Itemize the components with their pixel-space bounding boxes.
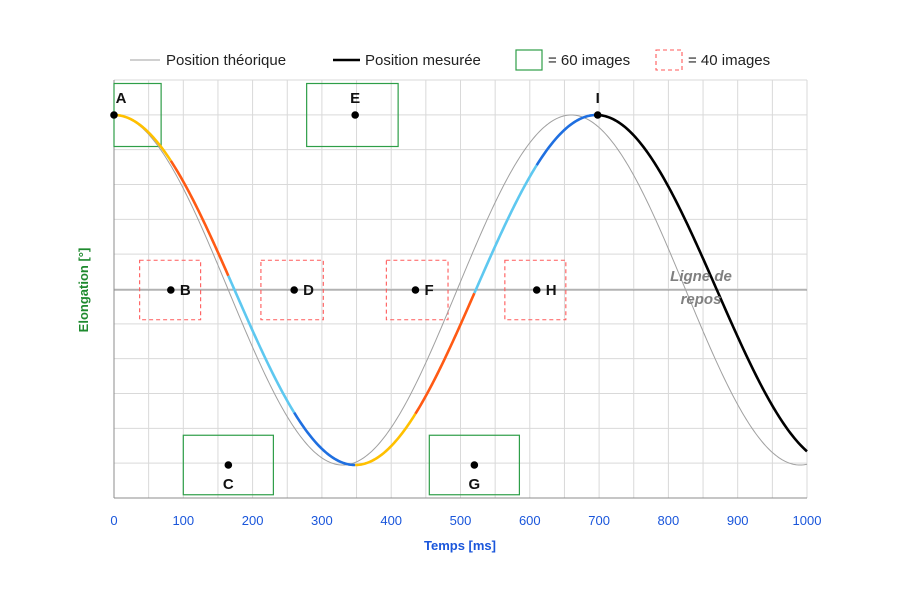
point-label-G: G <box>469 476 481 493</box>
series-line-measured-F-G <box>414 292 476 415</box>
frame-box-60 <box>306 82 399 148</box>
x-tick-label: 600 <box>519 513 541 528</box>
x-tick-label: 700 <box>588 513 610 528</box>
x-tick-label: 400 <box>380 513 402 528</box>
point-label-I: I <box>596 90 600 107</box>
x-tick-label: 500 <box>450 513 472 528</box>
rest-line-label-2: repos <box>681 291 722 308</box>
legend-item: = 60 images <box>515 49 630 71</box>
frame-box-60 <box>182 434 274 496</box>
series-line-measured-B-C <box>169 160 230 277</box>
frame-box-60 <box>428 434 521 496</box>
series-line-measured-G-H <box>473 164 538 294</box>
legend-label: Position théorique <box>166 52 286 69</box>
legend-item: Position théorique <box>130 52 286 69</box>
legend-item: Position mesurée <box>333 52 481 69</box>
point-C <box>224 461 233 469</box>
x-tick-label: 1000 <box>793 513 822 528</box>
point-E <box>351 111 359 119</box>
x-tick-labels: 0 100 200 300 400 500 600 700 800 900 1000 <box>110 513 821 528</box>
point-H <box>532 286 541 294</box>
legend-label: = 60 images <box>548 52 630 69</box>
frame-box-40 <box>139 259 202 321</box>
point-D <box>290 286 298 294</box>
legend-label: Position mesurée <box>365 52 481 69</box>
point-label-D: D <box>303 282 314 299</box>
rest-line-label-1: Ligne de <box>670 268 732 285</box>
point-I <box>593 111 602 119</box>
series-line-theoretical <box>113 114 808 466</box>
x-axis-title: Temps [ms] <box>424 538 496 553</box>
legend-swatch-40 <box>655 49 683 71</box>
frame-box-40 <box>385 259 449 321</box>
series-line-measured-E-F <box>355 413 417 467</box>
labeled-points: A B C D E F G H I <box>110 90 602 493</box>
y-axis-title: Elongation [°] <box>76 248 91 333</box>
x-tick-label: 0 <box>110 513 117 528</box>
point-A <box>110 111 118 119</box>
series-line-measured-C-D <box>227 275 296 414</box>
point-label-B: B <box>180 282 191 299</box>
point-label-H: H <box>546 282 557 299</box>
point-label-E: E <box>350 90 360 107</box>
point-G <box>470 461 479 469</box>
x-tick-label: 900 <box>727 513 749 528</box>
series-lines <box>113 113 808 467</box>
frame-box-40 <box>260 259 324 321</box>
point-label-A: A <box>116 90 127 107</box>
legend-label: = 40 images <box>688 52 770 69</box>
grid <box>113 79 808 499</box>
point-label-F: F <box>424 282 433 299</box>
series-line-measured-I-end <box>597 113 808 453</box>
legend-item: = 40 images <box>655 49 770 71</box>
series-line-measured-A-B <box>113 113 172 162</box>
point-B <box>167 286 175 294</box>
legend-swatch-60 <box>515 49 543 71</box>
series-line-measured-D-E <box>293 411 356 467</box>
x-tick-label: 100 <box>172 513 194 528</box>
point-label-C: C <box>223 476 234 493</box>
series-line-measured-H-I <box>535 113 598 166</box>
point-F <box>411 286 420 294</box>
x-tick-label: 300 <box>311 513 333 528</box>
x-tick-label: 200 <box>242 513 264 528</box>
legend: Position théorique Position mesurée = 60 i… <box>130 49 770 71</box>
frame-box-40 <box>504 259 567 321</box>
x-tick-label: 800 <box>658 513 680 528</box>
